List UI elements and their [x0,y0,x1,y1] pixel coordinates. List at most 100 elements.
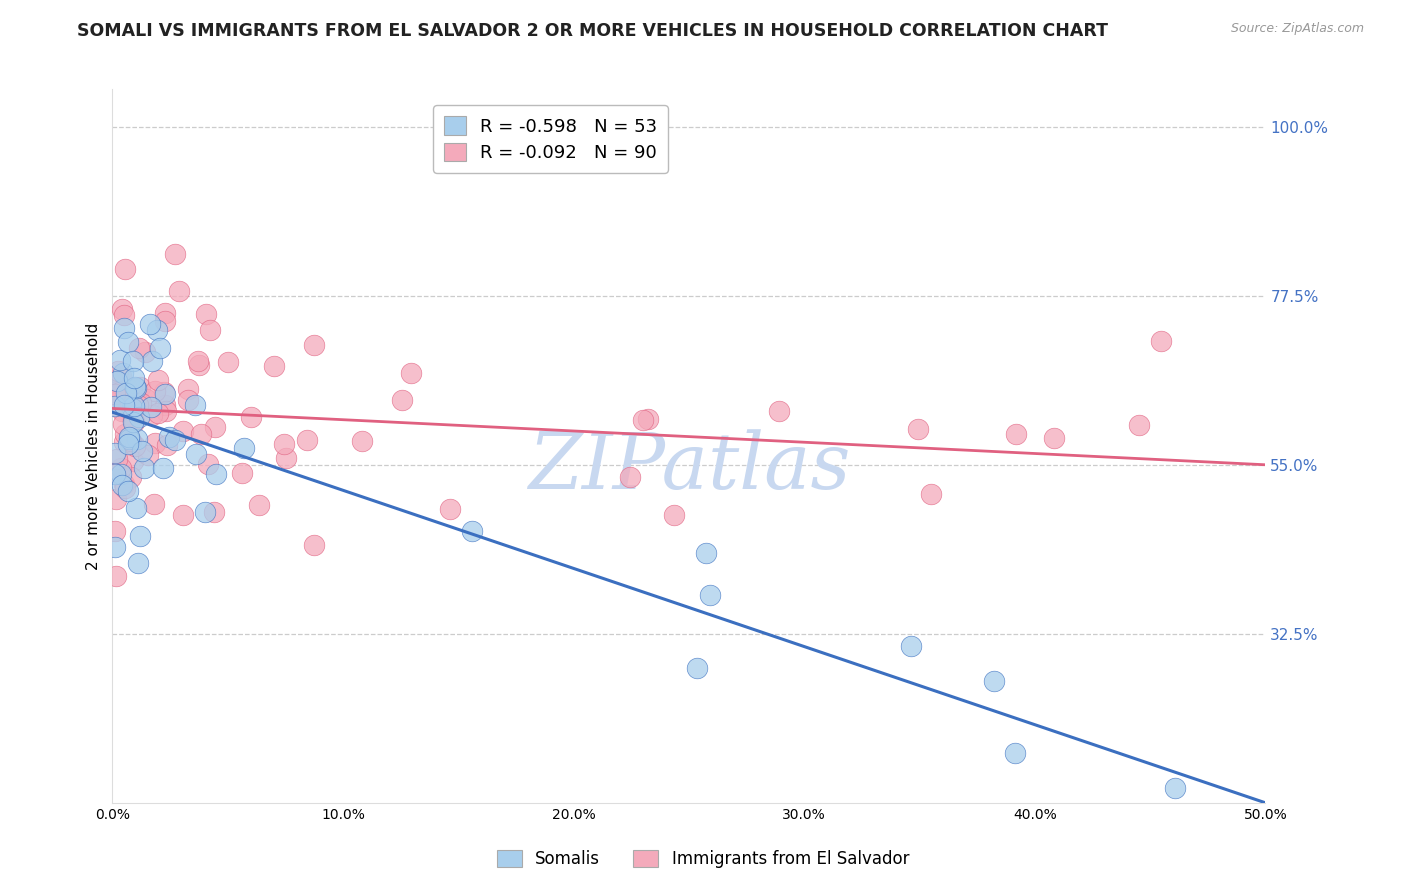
Point [134,344,156,359]
Point [145,435,167,450]
Point [274,451,297,466]
Point [1043,431,1066,445]
Point [187,353,209,368]
Point [202,505,225,519]
Y-axis label: 2 or more Vehicles in Household: 2 or more Vehicles in Household [86,322,101,570]
Point [141,408,163,422]
Point [111,301,134,316]
Point [124,379,146,393]
Point [920,487,942,501]
Point [152,461,174,475]
Point [172,508,194,522]
Point [460,524,482,538]
Point [686,661,709,675]
Point [177,393,200,408]
Point [391,393,413,408]
Point [121,381,143,395]
Point [104,395,127,409]
Point [112,398,135,412]
Point [239,409,262,424]
Point [122,413,145,427]
Point [194,505,217,519]
Point [295,433,318,447]
Point [105,491,128,506]
Point [165,247,187,261]
Point [217,354,239,368]
Point [143,497,166,511]
Point [115,379,138,393]
Point [122,415,145,429]
Point [110,477,132,491]
Point [149,341,172,355]
Point [184,398,207,412]
Point [184,447,207,461]
Point [114,385,136,400]
Point [128,341,150,355]
Point [127,556,149,570]
Point [110,460,132,475]
Point [141,354,163,368]
Point [104,446,127,460]
Point [104,569,127,583]
Point [117,334,139,349]
Point [118,399,141,413]
Point [146,406,169,420]
Point [110,353,132,368]
Legend: Somalis, Immigrants from El Salvador: Somalis, Immigrants from El Salvador [491,843,915,875]
Point [695,545,717,559]
Point [114,427,136,442]
Point [107,376,129,390]
Point [135,392,157,406]
Point [1128,418,1150,433]
Point [117,430,139,444]
Point [153,385,176,400]
Point [120,434,142,449]
Point [122,353,145,368]
Point [104,384,127,399]
Point [983,673,1005,688]
Point [125,500,148,515]
Point [205,467,228,482]
Point [128,410,150,425]
Point [104,540,127,554]
Point [112,321,135,335]
Point [104,467,127,481]
Point [768,403,790,417]
Point [153,306,176,320]
Point [352,434,374,449]
Point [155,399,177,413]
Point [131,444,153,458]
Point [401,366,423,380]
Point [177,382,200,396]
Point [124,399,146,413]
Point [631,412,654,426]
Point [117,483,139,498]
Point [122,370,145,384]
Point [231,466,253,480]
Point [662,508,685,522]
Point [1004,746,1026,760]
Point [249,498,271,512]
Point [1164,780,1187,795]
Point [699,588,721,602]
Point [204,420,226,434]
Point [1005,426,1028,441]
Point [139,400,162,414]
Point [900,639,922,653]
Point [637,411,659,425]
Point [117,437,139,451]
Point [121,396,143,410]
Point [104,387,127,401]
Point [136,448,159,462]
Point [619,470,641,484]
Point [157,429,180,443]
Point [172,424,194,438]
Point [122,415,145,429]
Point [273,436,295,450]
Point [187,358,209,372]
Point [114,481,136,495]
Point [112,435,135,450]
Point [153,314,176,328]
Point [129,528,152,542]
Point [110,369,132,384]
